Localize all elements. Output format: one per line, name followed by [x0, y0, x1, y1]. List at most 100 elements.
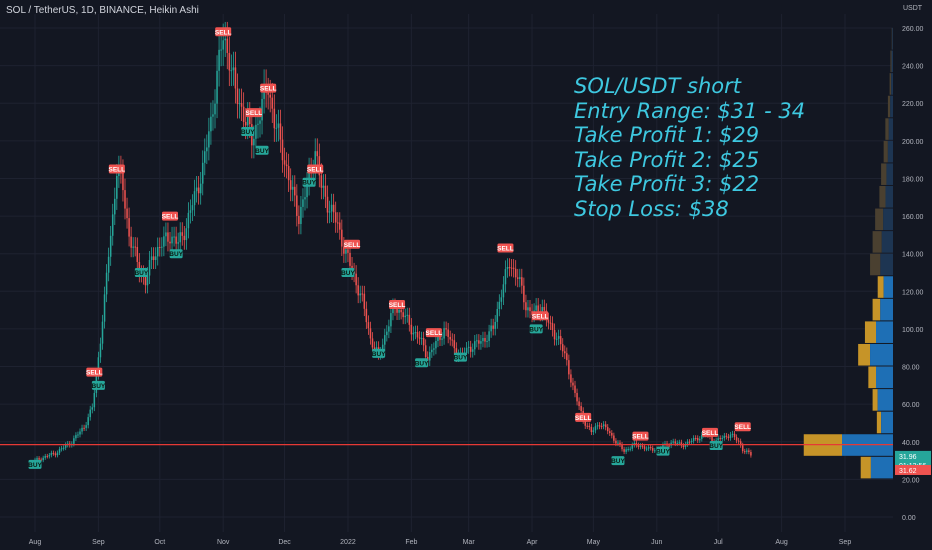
candle-body — [50, 452, 53, 456]
x-tick-label: 2022 — [340, 539, 356, 546]
candle-body — [645, 448, 648, 450]
signal-label: BUY — [529, 326, 543, 333]
candle-body — [422, 338, 425, 346]
candle-body — [531, 311, 533, 316]
y-tick-label: 40.00 — [902, 440, 920, 447]
candle-body — [521, 277, 523, 286]
candle-body — [371, 338, 374, 348]
candle-body — [453, 340, 456, 349]
candle-body — [750, 452, 752, 456]
sell-signal — [575, 412, 592, 422]
candle-body — [602, 424, 605, 427]
candle-body — [727, 436, 730, 438]
price-tag-label: 31.62 — [899, 468, 917, 475]
x-tick-label: Sep — [839, 539, 852, 546]
candle-body — [508, 267, 511, 269]
volume-bar — [891, 28, 893, 50]
volume-bar — [890, 50, 892, 73]
candle-body — [339, 222, 341, 230]
candle-body — [38, 458, 40, 460]
sell-signal — [497, 243, 514, 253]
signal-label: SELL — [162, 214, 179, 221]
candle-body — [400, 309, 402, 313]
candle-body — [220, 49, 222, 51]
candle-body — [316, 151, 319, 157]
candle-body — [682, 445, 685, 447]
candle-body — [639, 445, 642, 447]
candle-body — [175, 236, 177, 244]
candle-body — [277, 123, 280, 128]
candle-body — [257, 123, 259, 125]
candle-body — [651, 448, 654, 451]
candle-body — [185, 228, 188, 241]
signal-label: BUY — [255, 148, 269, 155]
candle-body — [249, 116, 251, 125]
candle-body — [649, 447, 652, 449]
candle-body — [647, 447, 650, 449]
candle-body — [580, 406, 582, 411]
sell-signal — [245, 108, 262, 118]
candle-body — [183, 235, 186, 241]
volume-bar — [872, 389, 878, 411]
candle-body — [138, 261, 141, 274]
volume-bar — [880, 298, 893, 321]
candle-body — [64, 444, 67, 448]
symbol-legend[interactable]: SOL / TetherUS, 1D, BINANCE, Heikin Ashi — [6, 5, 199, 16]
candle-body — [236, 88, 239, 105]
volume-bar — [872, 298, 881, 321]
candle-body — [179, 232, 181, 243]
candle-body — [114, 198, 116, 215]
candle-body — [103, 294, 106, 322]
candle-body — [529, 307, 531, 312]
volume-bar — [876, 321, 893, 343]
candle-body — [551, 323, 554, 331]
buy-signal — [28, 459, 42, 469]
candle-body — [555, 338, 558, 340]
signal-label: BUY — [241, 129, 255, 136]
volume-bar — [870, 253, 881, 276]
candle-body — [116, 175, 118, 199]
candle-body — [244, 121, 247, 126]
candle-body — [230, 70, 233, 72]
candle-body — [435, 340, 437, 349]
price-tag — [895, 464, 931, 475]
y-tick-label: 180.00 — [902, 176, 924, 183]
candle-body — [404, 315, 406, 318]
candle-body — [478, 340, 480, 344]
y-tick-label: 20.00 — [902, 477, 920, 484]
candle-body — [298, 215, 300, 225]
sell-signal — [344, 239, 361, 249]
y-tick-label: 0.00 — [902, 515, 916, 522]
candle-body — [500, 297, 503, 302]
candle-body — [424, 345, 427, 357]
candle-body — [654, 450, 656, 452]
candle-body — [410, 324, 413, 335]
buy-signal — [302, 177, 316, 187]
candle-body — [578, 401, 580, 407]
candle-body — [101, 321, 104, 344]
candle-body — [688, 441, 691, 443]
candle-body — [547, 319, 550, 323]
candle-body — [181, 232, 184, 236]
signal-label: SELL — [389, 302, 406, 309]
volume-bar — [885, 118, 889, 140]
signal-label: SELL — [344, 242, 361, 249]
candle-body — [431, 349, 433, 353]
candle-body — [191, 205, 194, 211]
candle-body — [390, 313, 392, 327]
candle-body — [169, 241, 171, 244]
candle-body — [87, 417, 89, 426]
time-axis: Aug Sep Oct Nov Dec 2022 Feb Mar Apr May Jun Jul Aug… — [29, 539, 852, 546]
candle-body — [598, 425, 601, 427]
x-tick-label: Dec — [278, 539, 291, 546]
candle-body — [159, 246, 161, 248]
volume-bar — [876, 411, 882, 434]
candle-body — [79, 431, 81, 435]
candle-body — [482, 338, 484, 342]
y-tick-label: 200.00 — [902, 139, 924, 146]
candle-body — [451, 339, 454, 341]
candle-body — [300, 206, 302, 225]
candle-body — [152, 256, 155, 261]
